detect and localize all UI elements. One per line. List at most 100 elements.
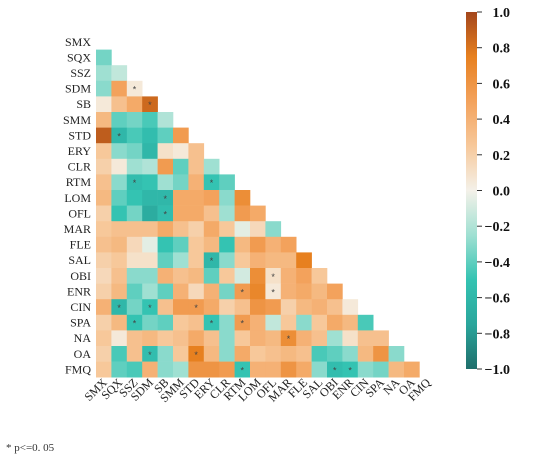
significance-marker: * bbox=[117, 303, 121, 313]
cell-oa-std bbox=[188, 346, 205, 362]
cell-fle-ofl bbox=[265, 236, 282, 253]
colorbar-tick-label: −0.8 bbox=[485, 327, 510, 342]
cell-sal-rtm bbox=[234, 252, 251, 269]
cell-mar-ofl bbox=[265, 221, 282, 238]
cell-spa-ofl bbox=[265, 314, 282, 331]
cell-std-sdm bbox=[142, 127, 158, 144]
cell-fle-lom bbox=[250, 236, 266, 253]
significance-marker: * bbox=[210, 178, 214, 188]
row-label-sdm: SDM bbox=[65, 82, 91, 96]
cell-cin-fle bbox=[296, 299, 312, 316]
cell-fmq-na bbox=[388, 361, 405, 378]
cell-obi-sdm bbox=[142, 268, 158, 284]
cell-enr-sdm bbox=[142, 283, 158, 300]
cell-ery-smm bbox=[173, 143, 189, 160]
cell-fmq-ssz bbox=[126, 361, 143, 378]
cell-enr-sal bbox=[311, 283, 328, 300]
cell-ery-sdm bbox=[142, 143, 158, 160]
cell-fmq-sb bbox=[157, 361, 174, 378]
row-label-oa: OA bbox=[74, 347, 92, 361]
colorbar-tick-label: 0.6 bbox=[493, 77, 511, 92]
cell-ofl-smx bbox=[96, 205, 112, 222]
cell-obi-sqx bbox=[111, 268, 128, 284]
row-label-rtm: RTM bbox=[66, 175, 92, 189]
cell-fmq-oa bbox=[404, 361, 420, 378]
row-label-sal: SAL bbox=[68, 253, 91, 267]
cell-rtm-sdm bbox=[142, 174, 158, 191]
cell-spa-fle bbox=[296, 314, 312, 331]
cell-ofl-smm bbox=[173, 205, 189, 222]
row-label-sb: SB bbox=[76, 97, 91, 111]
cell-obi-sal bbox=[311, 268, 328, 284]
cell-obi-smm bbox=[173, 268, 189, 284]
cell-enr-smm bbox=[173, 283, 189, 300]
cell-oa-sb bbox=[157, 346, 174, 362]
cell-enr-ery bbox=[203, 283, 220, 300]
colorbar-tick-label: −0.4 bbox=[485, 256, 510, 271]
cell-na-smm bbox=[173, 330, 189, 347]
cell-lom-ssz bbox=[126, 190, 143, 206]
cell-enr-rtm bbox=[234, 283, 251, 300]
cell-enr-sqx bbox=[111, 283, 128, 300]
cell-na-std bbox=[188, 330, 205, 347]
cell-mar-clr bbox=[219, 221, 235, 238]
cell-ssz-smx bbox=[96, 65, 112, 82]
cell-obi-sb bbox=[157, 268, 174, 284]
cell-ofl-ssz bbox=[126, 205, 143, 222]
cell-cin-sqx bbox=[111, 299, 128, 316]
cell-cin-enr bbox=[342, 299, 359, 316]
cell-sal-sdm bbox=[142, 252, 158, 269]
cell-mar-ssz bbox=[126, 221, 143, 238]
cell-sal-mar bbox=[280, 252, 297, 269]
colorbar-tick-label: 1.0 bbox=[493, 6, 511, 21]
cell-fle-smm bbox=[173, 236, 189, 253]
significance-marker: * bbox=[271, 272, 275, 282]
cell-enr-std bbox=[188, 283, 205, 300]
significance-footnote: * p<=0. 05 bbox=[6, 442, 55, 454]
cell-obi-ery bbox=[203, 268, 220, 284]
row-label-lom: LOM bbox=[64, 191, 91, 205]
cell-lom-clr bbox=[219, 190, 235, 206]
cell-std-smm bbox=[173, 127, 189, 144]
cell-sb-sdm bbox=[142, 96, 158, 113]
cell-ery-sqx bbox=[111, 143, 128, 160]
cell-cin-ery bbox=[203, 299, 220, 316]
cell-enr-lom bbox=[250, 283, 266, 300]
cell-cin-sal bbox=[311, 299, 328, 316]
cell-oa-ery bbox=[203, 346, 220, 362]
row-label-clr: CLR bbox=[68, 160, 91, 174]
cell-fmq-lom bbox=[250, 361, 266, 378]
cell-obi-std bbox=[188, 268, 205, 284]
cell-smm-sqx bbox=[111, 112, 128, 128]
cell-ery-sb bbox=[157, 143, 174, 160]
cell-lom-sb bbox=[157, 190, 174, 206]
row-label-na: NA bbox=[74, 331, 92, 345]
cell-na-sqx bbox=[111, 330, 128, 347]
cell-spa-ssz bbox=[126, 314, 143, 331]
cell-spa-sb bbox=[157, 314, 174, 331]
cell-enr-mar bbox=[280, 283, 297, 300]
cell-na-rtm bbox=[234, 330, 251, 347]
cell-fmq-ofl bbox=[265, 361, 282, 378]
cell-spa-clr bbox=[219, 314, 235, 331]
significance-marker: * bbox=[333, 365, 337, 375]
significance-marker: * bbox=[210, 319, 214, 329]
cell-sb-sqx bbox=[111, 96, 128, 113]
cell-fmq-fle bbox=[296, 361, 312, 378]
cell-ofl-sqx bbox=[111, 205, 128, 222]
significance-marker: * bbox=[210, 256, 214, 266]
cell-na-mar bbox=[280, 330, 297, 347]
cell-smm-sdm bbox=[142, 112, 158, 128]
cell-rtm-std bbox=[188, 174, 205, 191]
cell-sal-clr bbox=[219, 252, 235, 269]
cell-na-obi bbox=[327, 330, 343, 347]
cell-obi-clr bbox=[219, 268, 235, 284]
cell-ery-std bbox=[188, 143, 205, 160]
significance-marker: * bbox=[164, 209, 168, 219]
cell-rtm-smx bbox=[96, 174, 112, 191]
cell-na-cin bbox=[357, 330, 374, 347]
cell-na-lom bbox=[250, 330, 266, 347]
cell-clr-sqx bbox=[111, 158, 128, 175]
